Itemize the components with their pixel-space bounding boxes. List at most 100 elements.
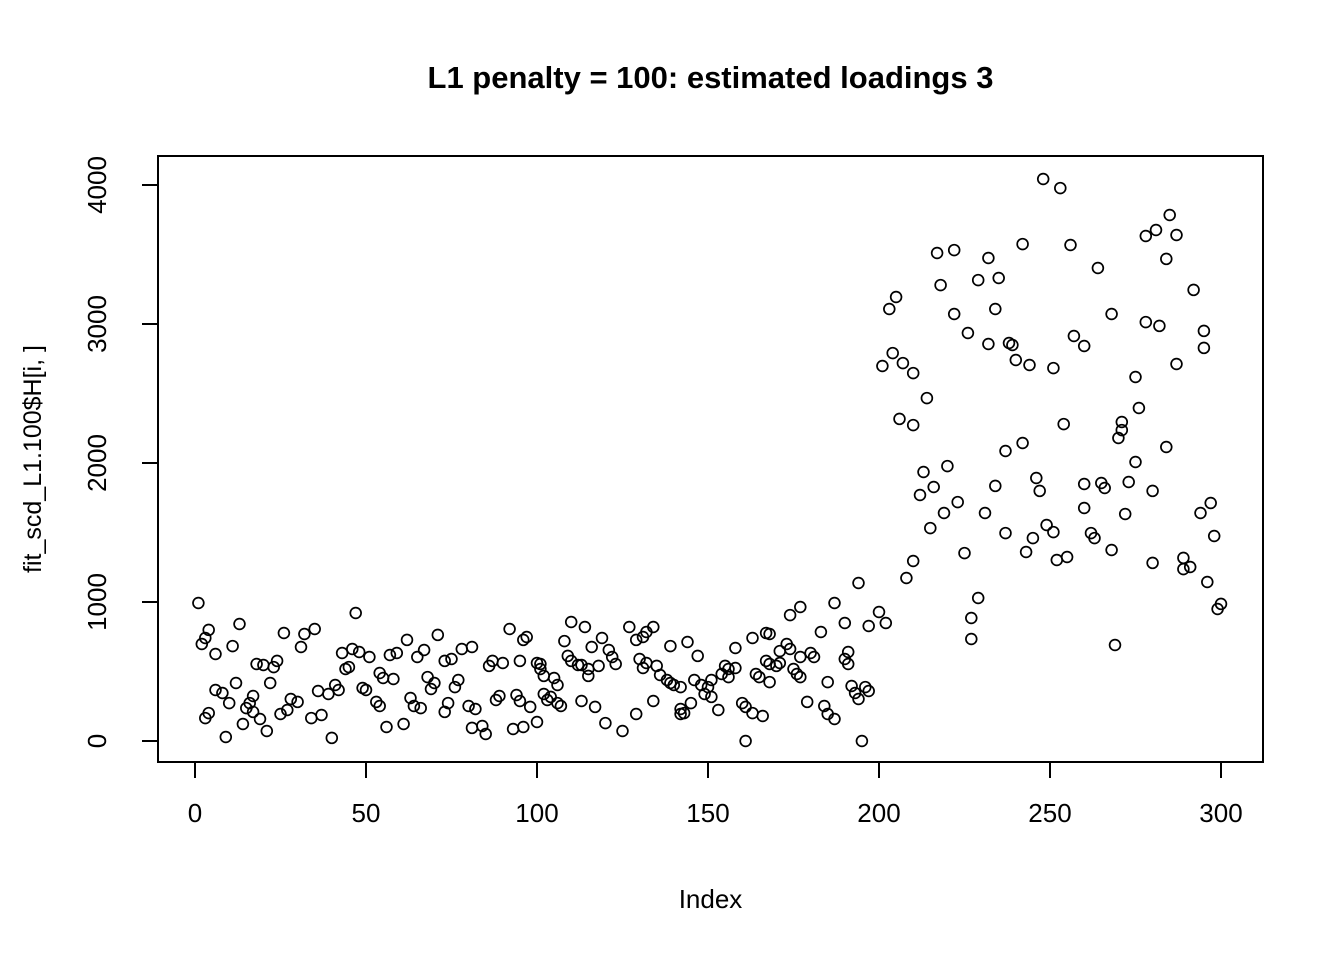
data-point <box>352 645 366 659</box>
x-axis-tick-label: 0 <box>188 798 202 828</box>
data-point <box>1149 223 1163 237</box>
data-point <box>373 699 386 713</box>
data-point <box>1197 341 1211 355</box>
data-point <box>1060 550 1074 564</box>
data-point <box>226 639 239 653</box>
data-point <box>999 526 1012 540</box>
data-point <box>1132 401 1146 415</box>
data-point <box>1214 597 1228 611</box>
data-point <box>712 703 725 717</box>
data-point <box>862 619 875 633</box>
data-point <box>739 734 752 748</box>
data-point <box>253 712 267 726</box>
data-point <box>1204 496 1217 510</box>
data-point <box>1207 529 1221 543</box>
data-point <box>1026 531 1040 545</box>
data-point <box>722 670 735 684</box>
data-point <box>746 706 759 720</box>
data-point <box>387 672 400 686</box>
data-point <box>513 654 527 668</box>
y-axis-tick-label: 1000 <box>82 573 112 631</box>
data-point <box>424 682 438 696</box>
data-point <box>965 632 978 646</box>
data-point <box>564 654 578 668</box>
data-point <box>1115 423 1129 437</box>
data-point <box>930 246 944 260</box>
data-point <box>691 649 704 663</box>
data-point <box>236 717 250 731</box>
data-point <box>852 576 865 590</box>
data-point <box>599 716 612 730</box>
data-point <box>1139 229 1153 243</box>
data-point <box>961 326 975 340</box>
data-point <box>971 591 985 605</box>
data-point <box>749 667 763 681</box>
data-point <box>575 694 588 708</box>
data-point <box>558 634 571 648</box>
data-point <box>363 650 376 664</box>
data-point <box>1006 338 1019 352</box>
data-point <box>729 661 742 675</box>
data-point <box>1057 417 1070 431</box>
data-point <box>1129 370 1142 384</box>
data-point <box>530 715 544 729</box>
data-point <box>965 611 978 625</box>
data-point <box>605 650 619 664</box>
data-point <box>349 606 362 620</box>
data-point <box>493 689 506 703</box>
data-point <box>889 290 903 304</box>
data-point <box>209 647 222 661</box>
data-point <box>1115 415 1129 429</box>
data-point <box>872 605 886 619</box>
data-point <box>989 479 1002 493</box>
data-point <box>520 630 533 644</box>
data-point <box>855 734 869 748</box>
data-point <box>202 706 215 720</box>
data-point <box>1016 237 1029 251</box>
data-point <box>794 650 807 664</box>
data-point <box>1201 575 1214 589</box>
data-point <box>1019 545 1033 559</box>
x-axis-tick-label: 100 <box>515 798 558 828</box>
data-point <box>523 700 537 714</box>
y-axis-tick-label: 4000 <box>82 156 112 214</box>
data-point <box>698 687 711 701</box>
x-axis-label: Index <box>678 884 743 914</box>
data-point <box>790 667 804 681</box>
data-point <box>219 730 233 744</box>
data-point <box>667 678 681 692</box>
data-point <box>1153 319 1166 333</box>
data-point <box>308 622 321 636</box>
data-point <box>216 686 229 700</box>
data-point <box>838 616 852 630</box>
data-point <box>332 683 345 697</box>
data-point <box>380 720 393 734</box>
data-point <box>517 720 530 734</box>
data-point <box>578 620 592 634</box>
data-point <box>1105 307 1118 321</box>
data-point <box>848 686 862 700</box>
data-point <box>325 731 339 745</box>
data-point <box>814 625 828 639</box>
data-point <box>1023 358 1036 372</box>
data-point <box>469 702 482 716</box>
plot-box <box>157 155 1264 763</box>
data-point <box>609 657 622 671</box>
data-point <box>510 688 523 702</box>
data-point <box>647 620 660 634</box>
data-point <box>1091 261 1105 275</box>
data-point <box>199 631 212 645</box>
data-point <box>544 690 557 704</box>
y-axis-tick-label: 0 <box>82 734 112 748</box>
data-point <box>677 706 691 720</box>
data-point <box>883 302 896 316</box>
data-point <box>489 693 503 707</box>
data-point <box>506 722 520 736</box>
data-point <box>414 701 427 715</box>
data-point <box>735 696 749 710</box>
y-axis-tick-label: 3000 <box>82 295 112 353</box>
data-point <box>722 662 735 676</box>
data-point <box>971 273 985 287</box>
data-point <box>1112 431 1125 445</box>
